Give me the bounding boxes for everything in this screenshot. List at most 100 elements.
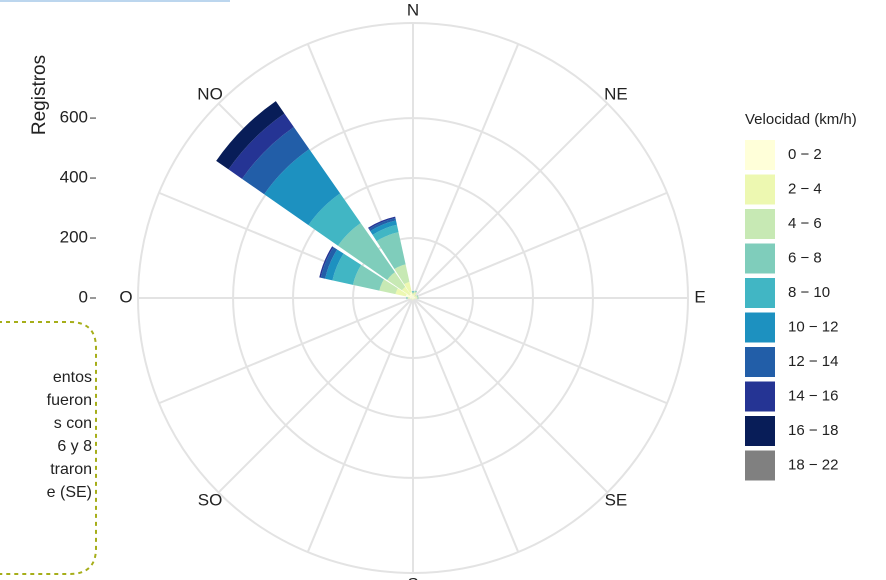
bar-segment xyxy=(308,193,361,246)
spoke xyxy=(412,43,520,299)
legend-swatch xyxy=(745,209,775,239)
spoke xyxy=(158,297,414,405)
bar-segment xyxy=(411,291,415,293)
bar-segment xyxy=(411,298,413,299)
annotation-text: 6 y 8 xyxy=(57,438,92,455)
bar-segment xyxy=(413,297,416,299)
bar-segment xyxy=(368,216,396,230)
legend-label: 18 − 22 xyxy=(788,456,838,473)
bar-segment xyxy=(376,232,406,269)
bar-segment xyxy=(319,246,334,278)
bar-segment xyxy=(412,295,414,298)
direction-label: NE xyxy=(604,85,628,104)
y-tick-label: 600 xyxy=(60,108,88,127)
bar-segment xyxy=(352,264,384,291)
bar-segment xyxy=(411,299,413,301)
bar-segment xyxy=(320,247,338,279)
bar-segment xyxy=(216,101,285,170)
bar-segment xyxy=(372,224,399,242)
bar-segment xyxy=(413,296,415,298)
legend-label: 14 − 16 xyxy=(788,387,838,404)
legend-label: 16 − 18 xyxy=(788,422,838,439)
bar-segment xyxy=(413,296,416,298)
bar-segment xyxy=(404,281,412,293)
annotation-text: traron xyxy=(50,461,92,478)
direction-label: SE xyxy=(605,490,628,509)
bar-segment xyxy=(415,295,417,298)
bar-segment xyxy=(228,113,294,179)
bar-segment xyxy=(416,295,418,298)
legend-swatch xyxy=(745,347,775,377)
direction-label: E xyxy=(694,287,705,306)
bar-segment xyxy=(411,291,415,292)
bar-segment xyxy=(406,296,408,300)
direction-label: SO xyxy=(198,490,223,509)
bar-segment xyxy=(413,298,414,299)
legend-swatch xyxy=(745,140,775,170)
y-tick-label: 200 xyxy=(60,228,88,247)
legend-label: 0 − 2 xyxy=(788,146,822,163)
bar-segment xyxy=(264,149,341,226)
bar-segment xyxy=(337,222,395,280)
y-axis-title: Registros xyxy=(29,55,50,135)
bar-segment xyxy=(412,298,413,300)
spoke xyxy=(412,191,668,299)
legend-title: Velocidad (km/h) xyxy=(745,111,857,128)
y-tick-label: 400 xyxy=(60,168,88,187)
bar-segment xyxy=(414,291,417,294)
legend-label: 12 − 14 xyxy=(788,353,838,370)
legend-label: 4 − 6 xyxy=(788,215,822,232)
bar-segment xyxy=(412,293,414,296)
bar-segment xyxy=(410,297,413,299)
legend-swatch xyxy=(745,312,775,343)
bar-segment xyxy=(414,290,418,293)
spoke xyxy=(412,102,609,299)
bar-segment xyxy=(325,249,344,281)
legend-swatch xyxy=(745,416,775,446)
legend-label: 2 − 4 xyxy=(788,180,822,197)
bar-segment xyxy=(242,127,310,195)
bar-segment xyxy=(395,288,407,297)
annotation-text: s con xyxy=(54,415,92,432)
bar-segment xyxy=(416,297,418,299)
annotation-text: fueron xyxy=(47,392,92,409)
bar-segment xyxy=(413,292,416,296)
bar-segment xyxy=(412,298,413,299)
bar-segment xyxy=(414,298,416,300)
bar-segment xyxy=(401,286,411,296)
legend-swatch xyxy=(745,381,775,412)
bar-segment xyxy=(412,292,414,294)
annotation-text: entos xyxy=(53,369,92,386)
spoke xyxy=(412,297,668,405)
direction-label: O xyxy=(119,287,132,306)
legend-label: 10 − 12 xyxy=(788,318,838,335)
spoke xyxy=(217,297,414,494)
legend-swatch xyxy=(745,450,775,481)
bar-segment xyxy=(413,298,415,300)
legend-label: 6 − 8 xyxy=(788,249,822,266)
bar-segment xyxy=(414,295,416,297)
legend-swatch xyxy=(745,243,775,274)
bar-segment xyxy=(387,272,406,291)
bar-segment xyxy=(409,292,413,298)
bar-segment xyxy=(413,298,415,299)
spoke xyxy=(412,297,609,494)
bar-segment xyxy=(408,297,411,299)
legend-swatch xyxy=(745,174,775,205)
bar-segment xyxy=(409,294,413,298)
bar-segment xyxy=(415,297,417,299)
direction-label: N xyxy=(407,0,419,19)
annotation-text: e (SE) xyxy=(47,484,92,501)
legend-label: 8 − 10 xyxy=(788,284,830,301)
bar-segment xyxy=(412,299,414,300)
bar-segment xyxy=(405,293,413,298)
direction-label: S xyxy=(407,574,418,580)
bar-segment xyxy=(417,297,419,299)
direction-label: NO xyxy=(197,85,223,104)
bar-segment xyxy=(413,295,415,298)
bar-segment xyxy=(379,279,398,295)
spoke xyxy=(306,297,414,553)
annotation-box xyxy=(0,321,97,575)
marks xyxy=(216,101,419,301)
